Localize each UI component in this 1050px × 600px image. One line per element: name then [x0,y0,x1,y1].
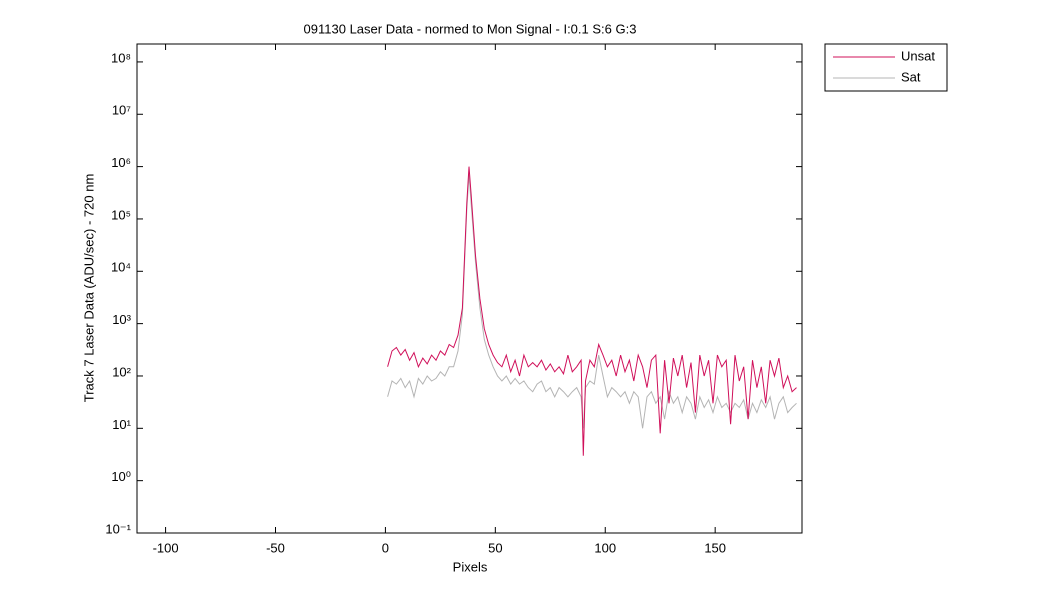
data-line [387,174,797,429]
y-tick-label: 10⁸ [111,50,131,65]
chart-title: 091130 Laser Data - normed to Mon Signal… [304,21,637,36]
y-tick-label: 10³ [112,312,131,327]
y-axis-label: Track 7 Laser Data (ADU/sec) - 720 nm [81,174,96,403]
y-tick-label: 10² [112,364,131,379]
x-tick-label: 150 [704,540,726,555]
legend-box [824,43,948,92]
x-tick-label: 0 [382,540,389,555]
y-tick-label: 10⁶ [111,155,131,170]
y-tick-label: 10⁷ [112,103,131,118]
legend-label: Unsat [901,48,935,63]
y-tick-label: 10⁻¹ [105,521,131,536]
plot-area [136,43,803,534]
x-axis-label: Pixels [453,559,488,574]
data-line [387,166,797,456]
y-tick-label: 10⁵ [111,207,131,222]
y-tick-label: 10¹ [112,417,131,432]
y-tick-label: 10⁰ [111,469,131,484]
legend-label: Sat [901,69,921,84]
x-tick-label: 50 [488,540,502,555]
x-tick-label: -50 [266,540,285,555]
y-tick-label: 10⁴ [111,260,131,275]
x-tick-label: -100 [153,540,179,555]
x-tick-label: 100 [594,540,616,555]
